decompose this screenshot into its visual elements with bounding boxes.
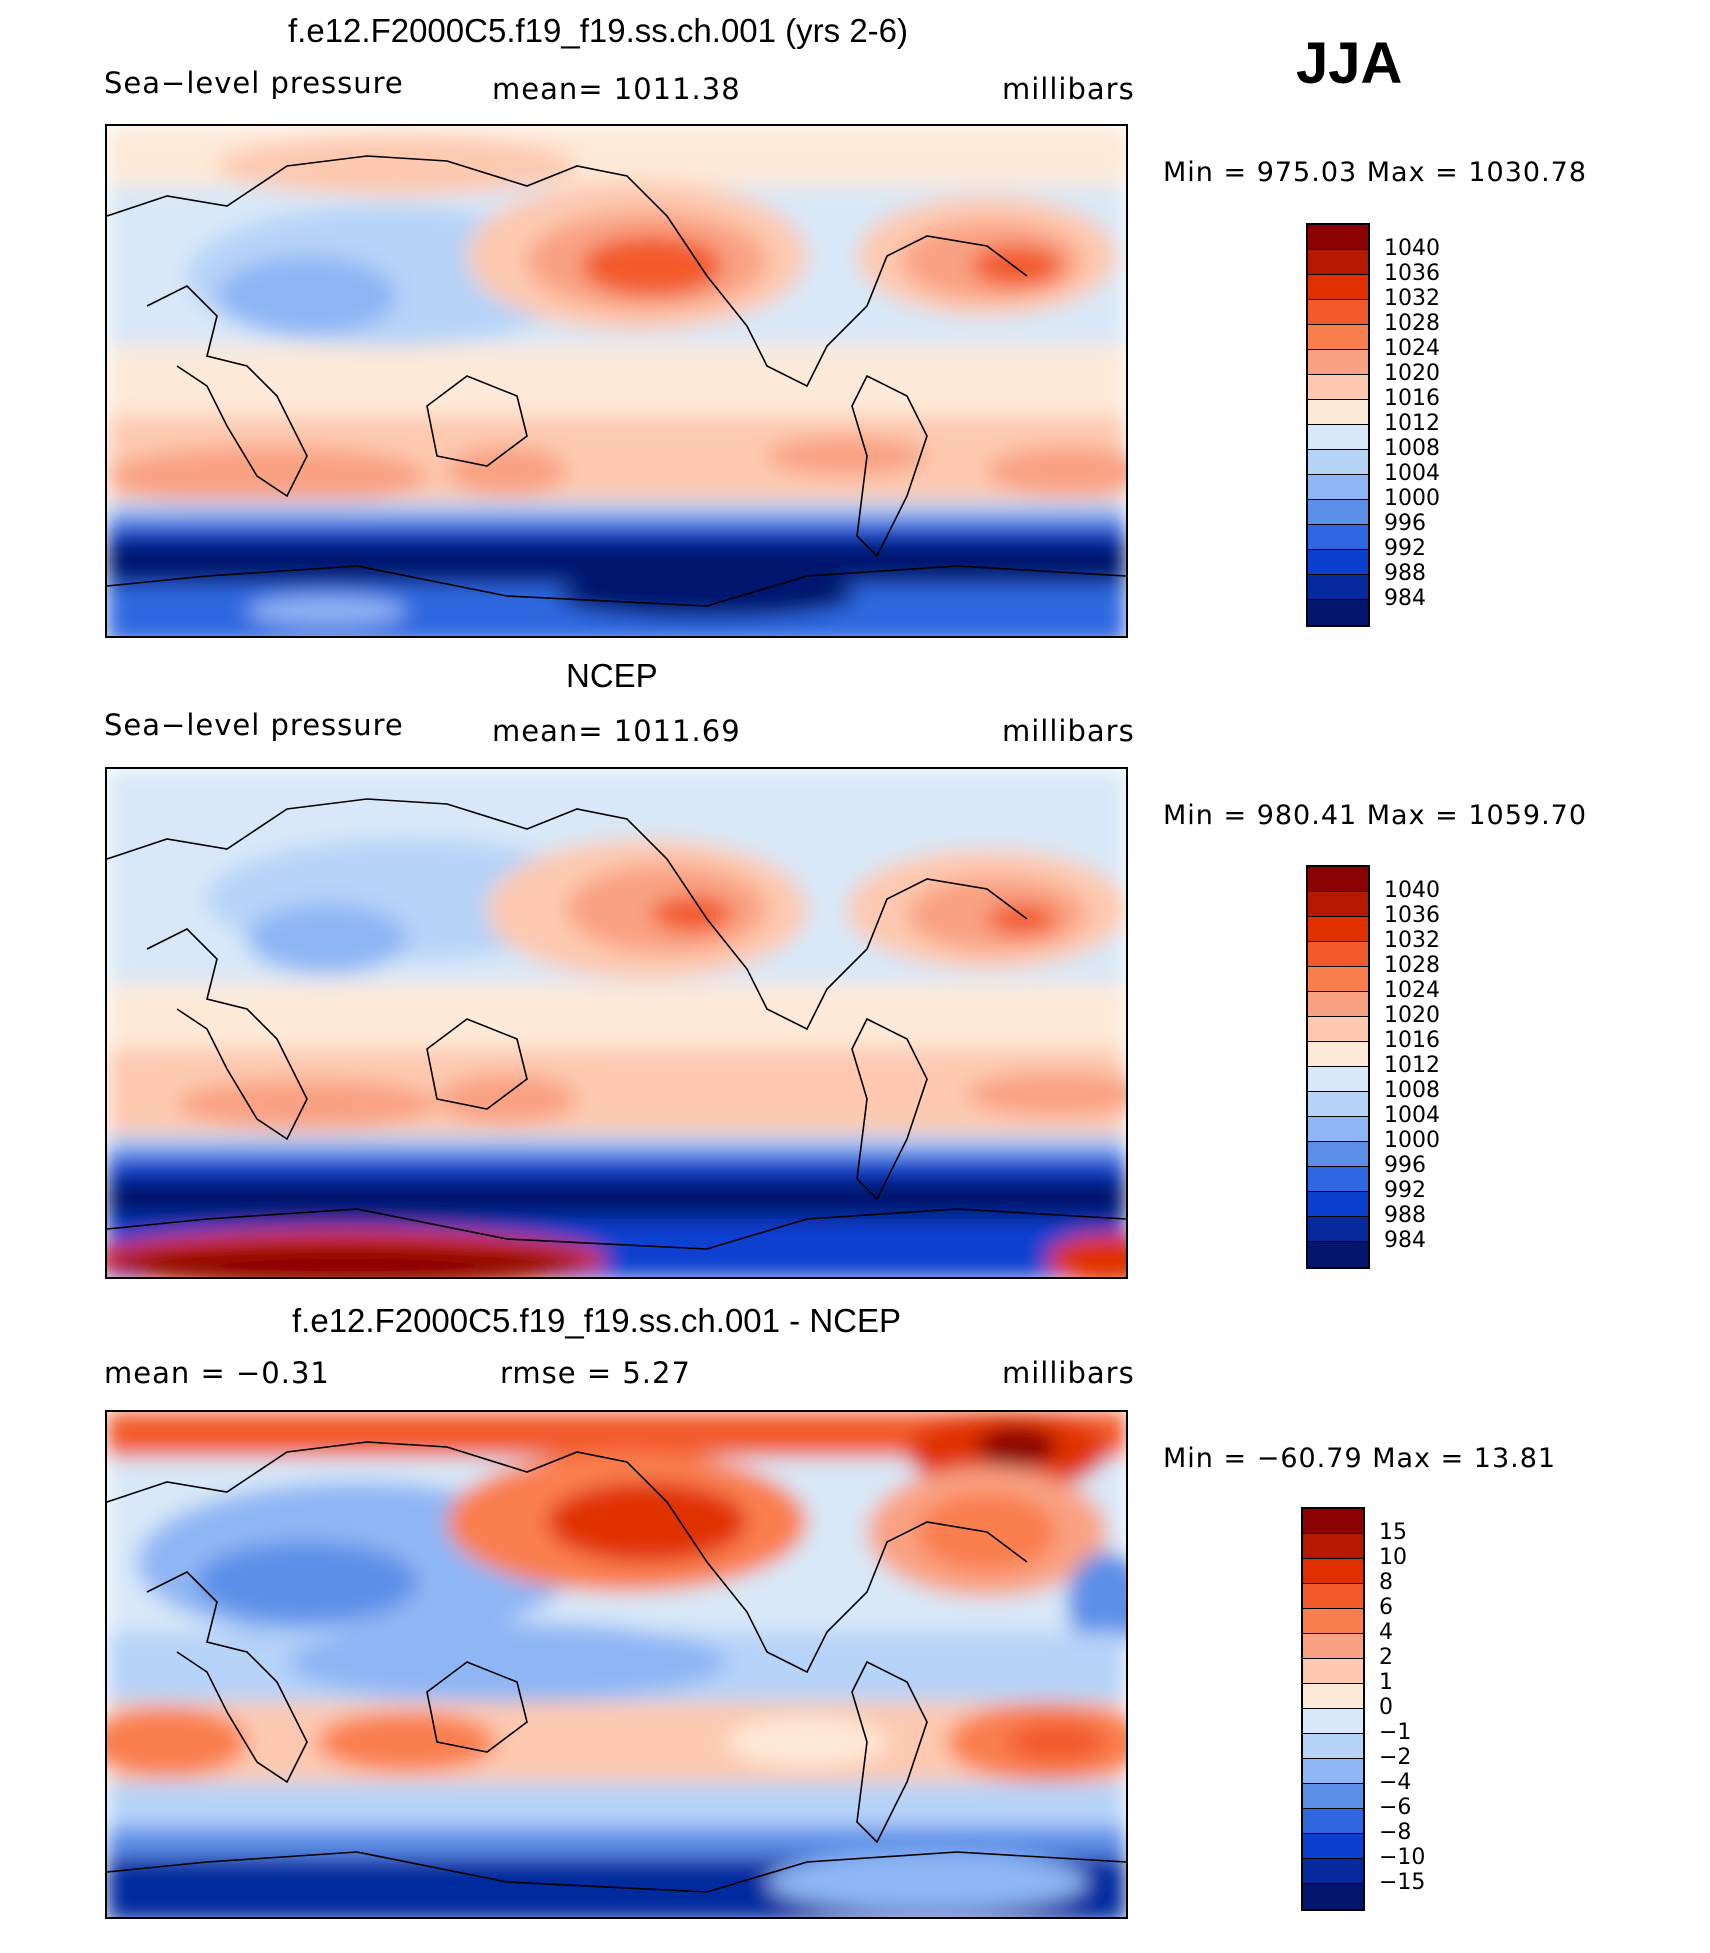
panel2-map-svg (107, 769, 1126, 1277)
panel2-units-label: millibars (1002, 714, 1135, 748)
panel1-colorbar (1306, 223, 1370, 627)
panel3-colorbar-label: 1 (1379, 1670, 1393, 1695)
panel2-coastlines (107, 798, 1126, 1250)
panel2-colorbar-label: 996 (1384, 1153, 1426, 1178)
panel3-map-svg (107, 1412, 1126, 1917)
panel3-colorbar-label: 2 (1379, 1645, 1393, 1670)
panel3-units-label: millibars (1002, 1356, 1135, 1390)
panel3-colorbar-label: 0 (1379, 1695, 1393, 1720)
panel1-map-svg (107, 126, 1126, 636)
panel1-colorbar-label: 984 (1384, 586, 1426, 611)
panel1-colorbar-label: 1020 (1384, 361, 1440, 386)
panel1-colorbar-label: 1000 (1384, 486, 1440, 511)
panel3-colorbar (1301, 1507, 1365, 1911)
panel1-colorbar-label: 1008 (1384, 436, 1440, 461)
panel1-colorbar-label: 1036 (1384, 261, 1440, 286)
panel3-colorbar-label: −2 (1379, 1745, 1412, 1770)
panel2-colorbar-label: 1024 (1384, 978, 1440, 1003)
panel2-colorbar-label: 1008 (1384, 1078, 1440, 1103)
panel2-mean-label: mean= 1011.69 (492, 714, 741, 748)
panel1-colorbar-label: 1028 (1384, 311, 1440, 336)
season-label: JJA (1296, 31, 1403, 96)
panel3-colorbar-label: −1 (1379, 1720, 1412, 1745)
panel2-colorbar-label: 1032 (1384, 928, 1440, 953)
panel2-colorbar-label: 1016 (1384, 1028, 1440, 1053)
panel1-variable-label: Sea−level pressure (104, 66, 404, 100)
panel1-colorbar-label: 988 (1384, 561, 1426, 586)
panel2-colorbar-label: 1028 (1384, 953, 1440, 978)
panel3-colorbar-label: 15 (1379, 1520, 1407, 1545)
panel2-colorbar-label: 1020 (1384, 1003, 1440, 1028)
panel2-colorbar-label: 992 (1384, 1178, 1426, 1203)
panel3-colorbar-label: 10 (1379, 1545, 1407, 1570)
panel2-variable-label: Sea−level pressure (104, 708, 404, 742)
panel3-mean-label: mean = −0.31 (104, 1356, 330, 1390)
panel1-colorbar-label: 1040 (1384, 236, 1440, 261)
panel2-colorbar (1306, 865, 1370, 1269)
panel2-map (105, 767, 1128, 1279)
panel3-coastlines (107, 1441, 1126, 1893)
panel1-colorbar-label: 1024 (1384, 336, 1440, 361)
panel2-colorbar-label: 1004 (1384, 1103, 1440, 1128)
panel1-minmax: Min = 975.03 Max = 1030.78 (1163, 157, 1588, 188)
panel1-colorbar-label: 1004 (1384, 461, 1440, 486)
panel1-colorbar-label: 1016 (1384, 386, 1440, 411)
panel2-colorbar-label: 988 (1384, 1203, 1426, 1228)
panel1-mean-label: mean= 1011.38 (492, 72, 741, 106)
panel1-title: f.e12.F2000C5.f19_f19.ss.ch.001 (yrs 2-6… (288, 12, 909, 49)
panel3-colorbar-label: 4 (1379, 1620, 1393, 1645)
panel3-colorbar-label: 6 (1379, 1595, 1393, 1620)
panel3-map (105, 1410, 1128, 1919)
panel3-title: f.e12.F2000C5.f19_f19.ss.ch.001 - NCEP (292, 1302, 902, 1339)
panel3-colorbar-label: −6 (1379, 1795, 1412, 1820)
panel2-colorbar-label: 1040 (1384, 878, 1440, 903)
panel2-minmax: Min = 980.41 Max = 1059.70 (1163, 800, 1588, 831)
panel2-colorbar-label: 984 (1384, 1228, 1426, 1253)
panel2-title: NCEP (566, 657, 658, 694)
panel2-colorbar-label: 1036 (1384, 903, 1440, 928)
panel1-coastlines (107, 155, 1126, 607)
panel1-units-label: millibars (1002, 72, 1135, 106)
panel3-colorbar-label: −10 (1379, 1845, 1426, 1870)
panel1-colorbar-label: 1012 (1384, 411, 1440, 436)
panel3-colorbar-label: 8 (1379, 1570, 1393, 1595)
panel1-colorbar-label: 1032 (1384, 286, 1440, 311)
panel1-map (105, 124, 1128, 638)
panel1-colorbar-label: 996 (1384, 511, 1426, 536)
panel3-minmax: Min = −60.79 Max = 13.81 (1163, 1443, 1557, 1474)
panel3-colorbar-label: −8 (1379, 1820, 1412, 1845)
panel3-rmse-label: rmse = 5.27 (500, 1356, 691, 1390)
panel2-colorbar-label: 1012 (1384, 1053, 1440, 1078)
panel3-colorbar-label: −15 (1379, 1870, 1426, 1895)
panel1-colorbar-label: 992 (1384, 536, 1426, 561)
panel2-colorbar-label: 1000 (1384, 1128, 1440, 1153)
panel3-colorbar-label: −4 (1379, 1770, 1412, 1795)
